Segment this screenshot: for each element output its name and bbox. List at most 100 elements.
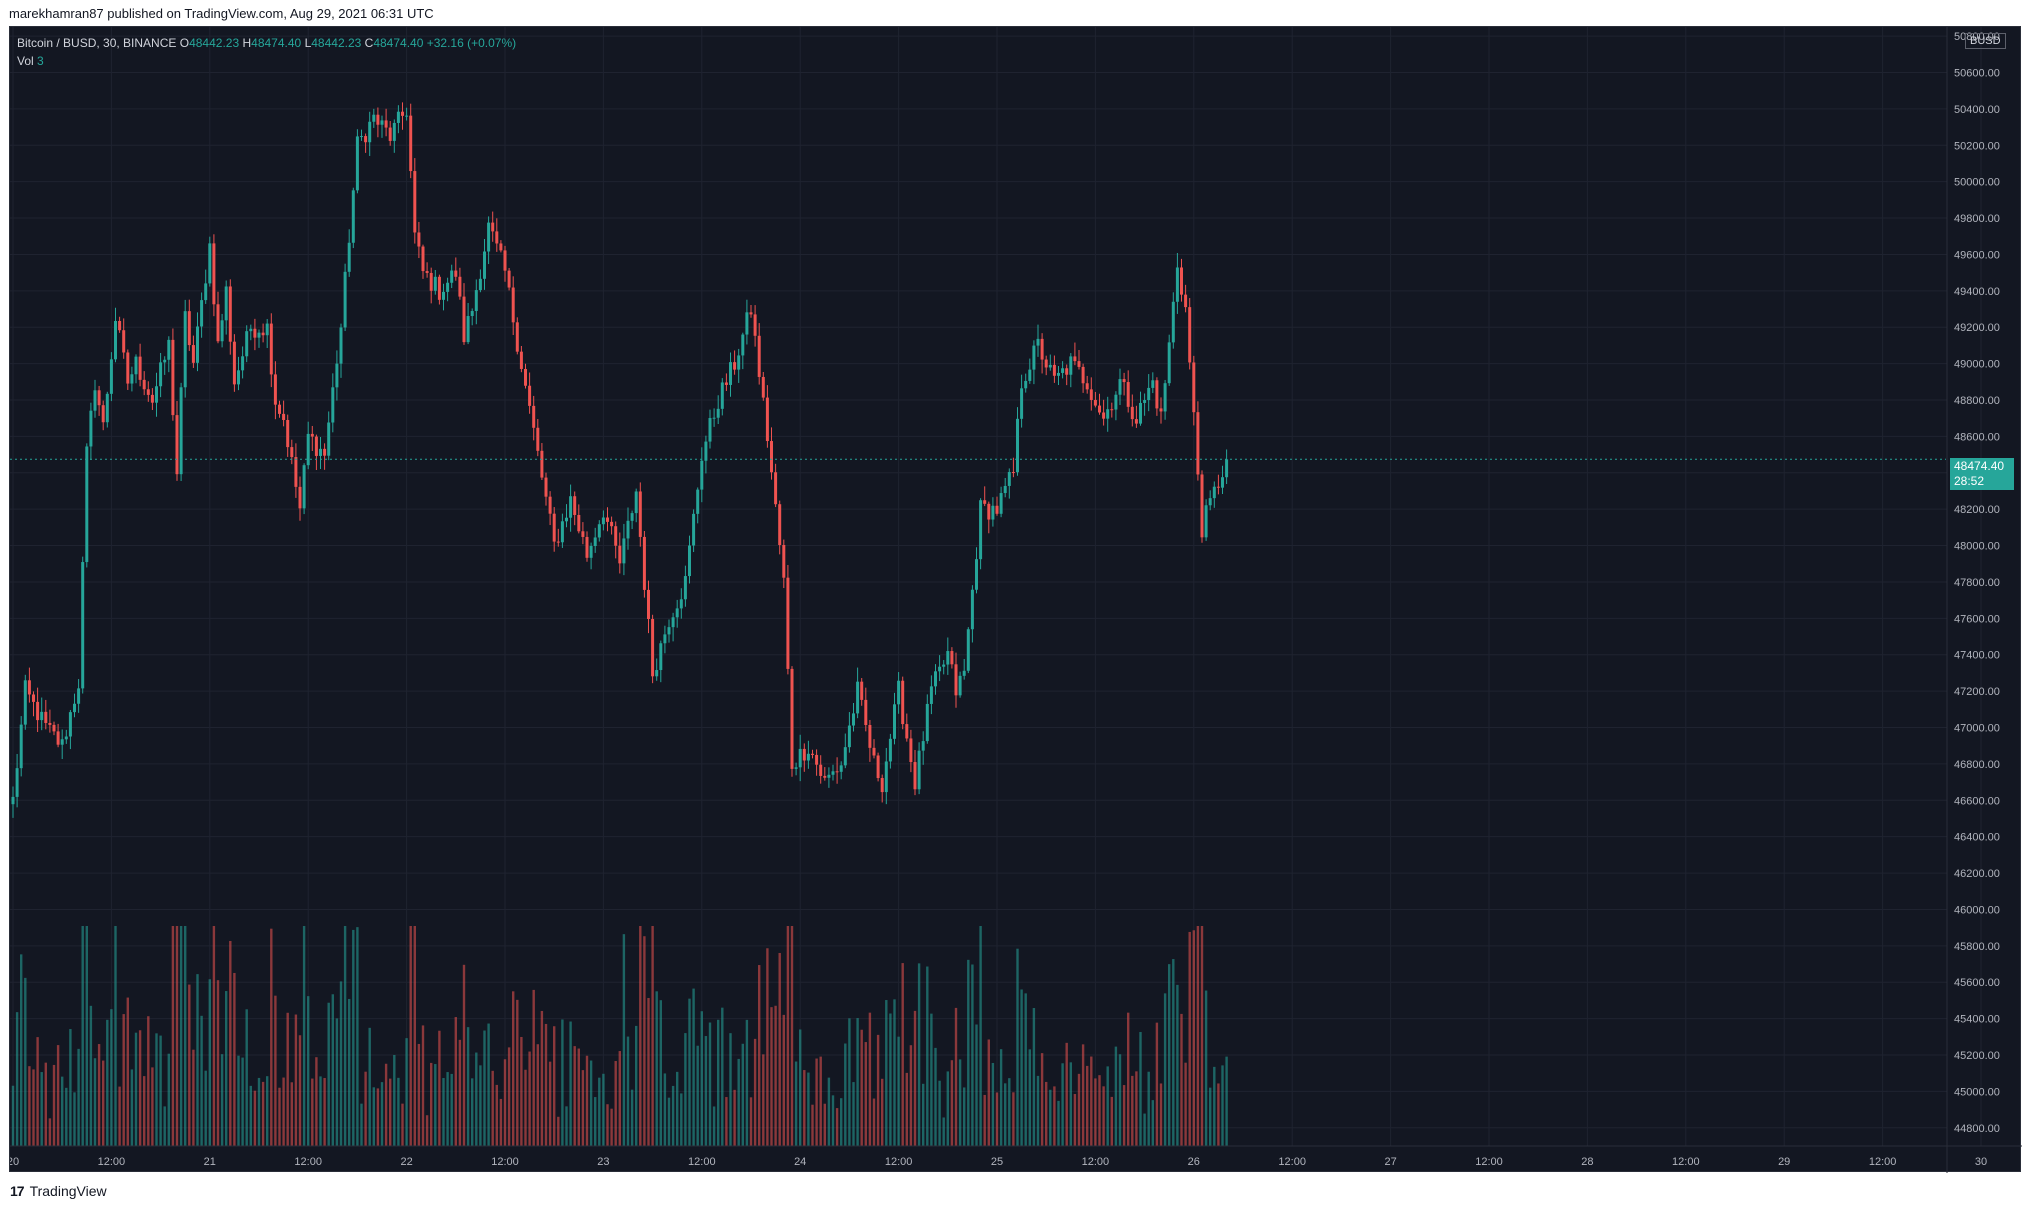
candle-body — [105, 393, 109, 423]
volume-label[interactable]: Vol — [17, 54, 34, 68]
volume-bar — [1204, 990, 1208, 1146]
symbol-label[interactable]: Bitcoin / BUSD, 30, BINANCE — [17, 36, 177, 50]
candle-body — [1155, 380, 1159, 409]
currency-badge[interactable]: BUSD — [1965, 33, 2006, 49]
candle-body — [839, 765, 843, 772]
candle-body — [958, 675, 962, 696]
volume-bar — [926, 966, 929, 1146]
price-tick-label: 49600.00 — [1954, 249, 2000, 261]
footer-brand[interactable]: 17 TradingView — [10, 1183, 107, 1199]
volume-bar — [1192, 930, 1195, 1146]
candle-body — [437, 276, 441, 300]
candle-body — [483, 251, 486, 279]
volume-bar — [343, 926, 347, 1146]
candle-body — [1093, 399, 1097, 406]
volume-bar — [626, 1036, 630, 1146]
candle-body — [232, 341, 236, 385]
candle-body — [519, 351, 523, 369]
volume-bar — [581, 1070, 585, 1146]
candle-body — [1139, 402, 1142, 424]
candle-body — [261, 332, 265, 336]
volume-bar — [712, 1106, 716, 1146]
volume-bar — [458, 1039, 462, 1146]
volume-bar — [676, 1071, 679, 1146]
candle-body — [749, 312, 753, 315]
candle-body — [1184, 294, 1188, 308]
volume-bar — [983, 1094, 986, 1146]
candle-body — [987, 503, 991, 520]
candle-body — [228, 286, 232, 342]
candle-body — [716, 408, 720, 418]
chart-panel[interactable]: 44800.00 45000.00 45200.00 45400.00 45600.00… — [9, 26, 2022, 1173]
candle-body — [306, 433, 310, 466]
volume-bar — [561, 1019, 564, 1146]
volume-bar — [815, 1058, 818, 1146]
volume-bar — [516, 999, 519, 1146]
volume-bar — [114, 926, 117, 1146]
candle-body — [405, 115, 409, 117]
candle-body — [77, 688, 81, 704]
candle-body — [704, 441, 708, 461]
candle-body — [1200, 474, 1204, 538]
volume-bar — [372, 1087, 375, 1146]
high-label: H — [242, 36, 252, 50]
candle-body — [421, 246, 425, 272]
time-tick-label: 30 — [1975, 1156, 1987, 1168]
volume-bar — [1151, 1100, 1154, 1146]
volume-bar — [220, 1054, 224, 1146]
time-tick-label: 23 — [597, 1156, 609, 1168]
candle-body — [1057, 372, 1060, 376]
candle-body — [540, 450, 544, 478]
candle-body — [806, 753, 810, 761]
candle-body — [1085, 383, 1089, 390]
candle-body — [905, 724, 909, 739]
candle-body — [1016, 418, 1019, 473]
candle-body — [204, 283, 208, 301]
volume-bar — [708, 1022, 712, 1146]
candle-body — [548, 496, 552, 514]
volume-bar — [893, 999, 896, 1146]
time-tick-label: 20 — [10, 1156, 19, 1168]
candle-body — [257, 332, 261, 338]
candle-body — [962, 670, 966, 676]
candle-body — [741, 334, 745, 356]
volume-bar — [393, 1054, 396, 1146]
candle-body — [1118, 379, 1122, 395]
candle-body — [819, 764, 823, 776]
time-tick-label: 12:00 — [1082, 1156, 1110, 1168]
time-tick-label: 12:00 — [1475, 1156, 1503, 1168]
candle-body — [458, 276, 462, 297]
candle-body — [495, 231, 499, 244]
time-tick-label: 12:00 — [1869, 1156, 1897, 1168]
volume-bar — [1176, 984, 1179, 1146]
volume-bar — [1081, 1044, 1085, 1146]
time-tick-label: 28 — [1581, 1156, 1593, 1168]
candle-body — [269, 323, 273, 375]
volume-bar — [520, 1036, 523, 1146]
price-tick-label: 45800.00 — [1954, 941, 2000, 953]
candle-body — [688, 545, 691, 577]
candle-body — [56, 731, 60, 745]
volume-bar — [1057, 1100, 1060, 1146]
candle-body — [466, 316, 470, 343]
volume-bar — [81, 926, 84, 1146]
candle-body — [778, 504, 782, 546]
volume-bar — [827, 1077, 831, 1146]
volume-bar — [237, 1055, 240, 1146]
volume-bar — [1102, 1086, 1105, 1146]
volume-bar — [434, 1064, 437, 1146]
price-tick-label: 48800.00 — [1954, 395, 2000, 407]
candlestick-chart[interactable]: 44800.00 45000.00 45200.00 45400.00 45600.00… — [10, 27, 2022, 1173]
volume-bar — [651, 926, 654, 1146]
volume-bar — [233, 972, 236, 1146]
candle-body — [142, 379, 146, 390]
volume-bar — [40, 1072, 43, 1146]
volume-bar — [1036, 1075, 1040, 1146]
candle-body — [462, 296, 466, 343]
candle-body — [64, 736, 68, 740]
candle-body — [1003, 485, 1007, 494]
volume-bar — [1053, 1086, 1056, 1146]
volume-bar — [1106, 1066, 1109, 1146]
volume-bar — [143, 1076, 146, 1146]
candle-body — [507, 270, 511, 288]
